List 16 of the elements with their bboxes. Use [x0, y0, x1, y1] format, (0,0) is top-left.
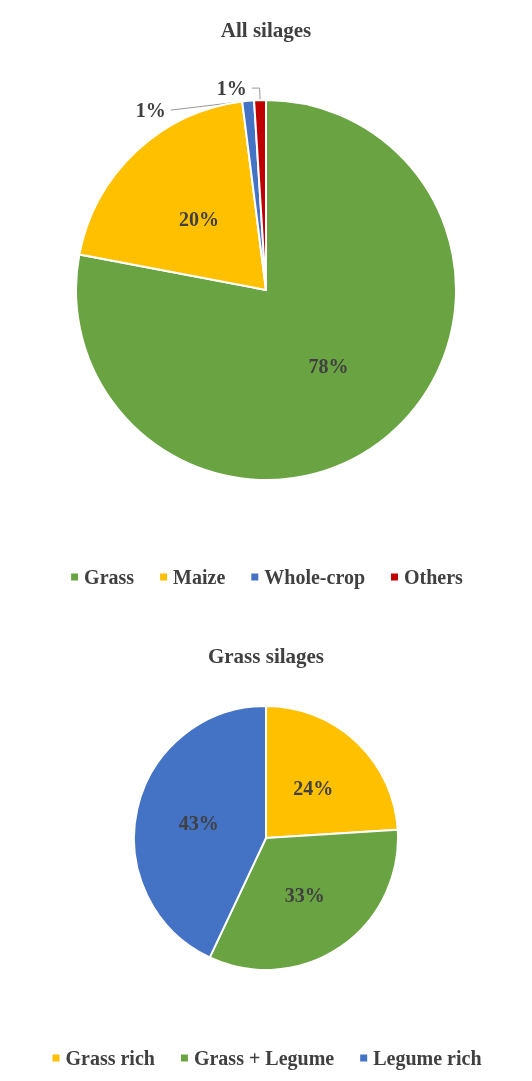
legend-label: Whole-crop: [264, 566, 366, 589]
data-label: 78%: [308, 354, 349, 377]
data-label: 24%: [293, 776, 334, 799]
legend-label: Others: [404, 566, 464, 588]
data-label: 20%: [178, 207, 219, 230]
data-label: 1%: [135, 99, 166, 122]
chart-title: All silages: [220, 17, 312, 42]
legend-label: Legume rich: [373, 1047, 482, 1070]
data-label: 43%: [178, 811, 219, 834]
legend-label: Grass: [84, 566, 135, 588]
legend-label: Maize: [173, 566, 226, 588]
chart-title: Grass silages: [207, 643, 325, 668]
legend-label: Grass rich: [65, 1047, 155, 1069]
data-label: 33%: [284, 884, 325, 907]
data-label: 1%: [216, 77, 247, 100]
legend-label: Grass + Legume: [193, 1047, 335, 1070]
